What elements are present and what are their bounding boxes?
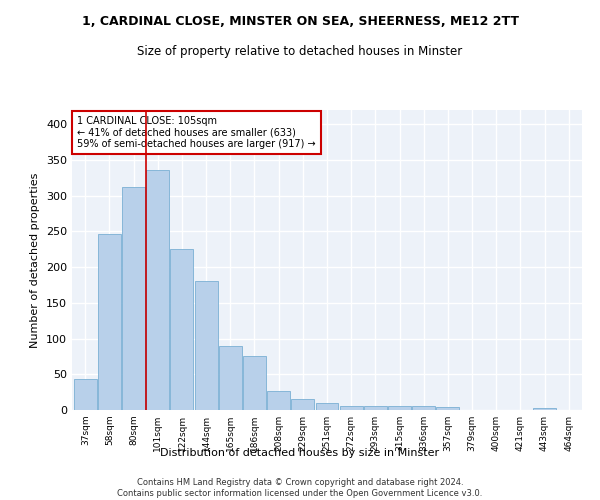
- Bar: [412, 406, 435, 410]
- Bar: [267, 390, 290, 410]
- Bar: [170, 248, 193, 410]
- Text: 1, CARDINAL CLOSE, MINSTER ON SEA, SHEERNESS, ME12 2TT: 1, CARDINAL CLOSE, MINSTER ON SEA, SHEER…: [82, 15, 518, 28]
- Bar: [292, 398, 314, 410]
- Bar: [388, 406, 411, 410]
- Y-axis label: Number of detached properties: Number of detached properties: [31, 172, 40, 348]
- Text: Size of property relative to detached houses in Minster: Size of property relative to detached ho…: [137, 45, 463, 58]
- Text: Distribution of detached houses by size in Minster: Distribution of detached houses by size …: [160, 448, 440, 458]
- Bar: [340, 406, 362, 410]
- Bar: [146, 170, 169, 410]
- Bar: [316, 403, 338, 410]
- Bar: [98, 234, 121, 410]
- Text: 1 CARDINAL CLOSE: 105sqm
← 41% of detached houses are smaller (633)
59% of semi-: 1 CARDINAL CLOSE: 105sqm ← 41% of detach…: [77, 116, 316, 149]
- Bar: [122, 187, 145, 410]
- Bar: [74, 378, 97, 410]
- Bar: [194, 280, 218, 410]
- Bar: [364, 406, 387, 410]
- Text: Contains HM Land Registry data © Crown copyright and database right 2024.
Contai: Contains HM Land Registry data © Crown c…: [118, 478, 482, 498]
- Bar: [219, 346, 242, 410]
- Bar: [436, 407, 460, 410]
- Bar: [533, 408, 556, 410]
- Bar: [243, 356, 266, 410]
